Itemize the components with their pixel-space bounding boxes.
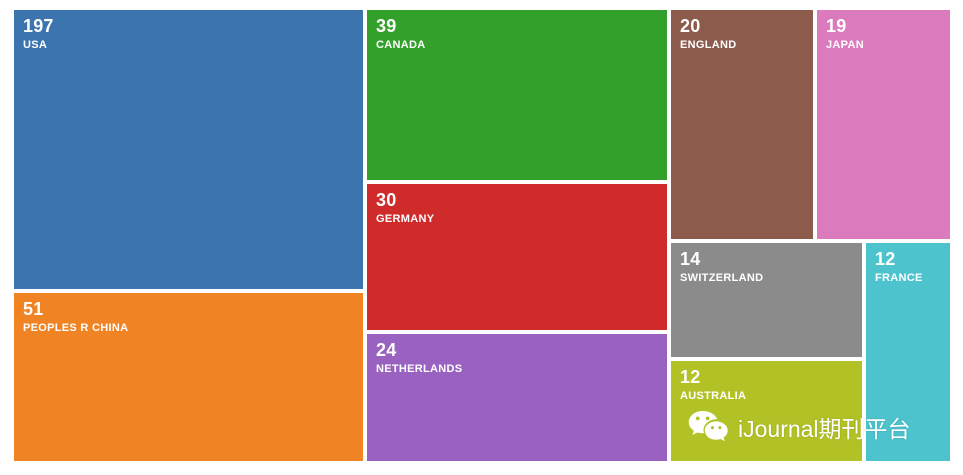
treemap-tile-peoples-r-china[interactable]: 51 PEOPLES R CHINA — [14, 293, 363, 461]
treemap-tile-canada[interactable]: 39 CANADA — [367, 10, 667, 180]
tile-value: 12 — [680, 367, 701, 387]
treemap-tile-netherlands[interactable]: 24 NETHERLANDS — [367, 334, 667, 461]
tile-label: PEOPLES R CHINA — [23, 321, 129, 334]
tile-label: ENGLAND — [680, 38, 737, 51]
tile-value: 14 — [680, 249, 701, 269]
treemap-tile-japan[interactable]: 19 JAPAN — [817, 10, 950, 239]
treemap-tile-england[interactable]: 20 ENGLAND — [671, 10, 813, 239]
tile-label: CANADA — [376, 38, 426, 51]
tile-value: 20 — [680, 16, 701, 36]
tile-label: SWITZERLAND — [680, 271, 764, 284]
tile-value: 19 — [826, 16, 847, 36]
treemap-tile-usa[interactable]: 197 USA — [14, 10, 363, 289]
treemap-tile-france[interactable]: 12 FRANCE — [866, 243, 950, 461]
tile-label: AUSTRALIA — [680, 389, 747, 402]
tile-value: 197 — [23, 16, 54, 36]
tile-label: FRANCE — [875, 271, 923, 284]
tile-label: JAPAN — [826, 38, 864, 51]
tile-value: 12 — [875, 249, 896, 269]
tile-value: 51 — [23, 299, 44, 319]
tile-label: GERMANY — [376, 212, 435, 225]
tile-value: 24 — [376, 340, 397, 360]
treemap-tile-germany[interactable]: 30 GERMANY — [367, 184, 667, 330]
tile-value: 30 — [376, 190, 397, 210]
tile-label: NETHERLANDS — [376, 362, 463, 375]
tile-value: 39 — [376, 16, 397, 36]
treemap-tile-switzerland[interactable]: 14 SWITZERLAND — [671, 243, 862, 357]
tile-label: USA — [23, 38, 48, 51]
treemap-tile-australia[interactable]: 12 AUSTRALIA — [671, 361, 862, 461]
